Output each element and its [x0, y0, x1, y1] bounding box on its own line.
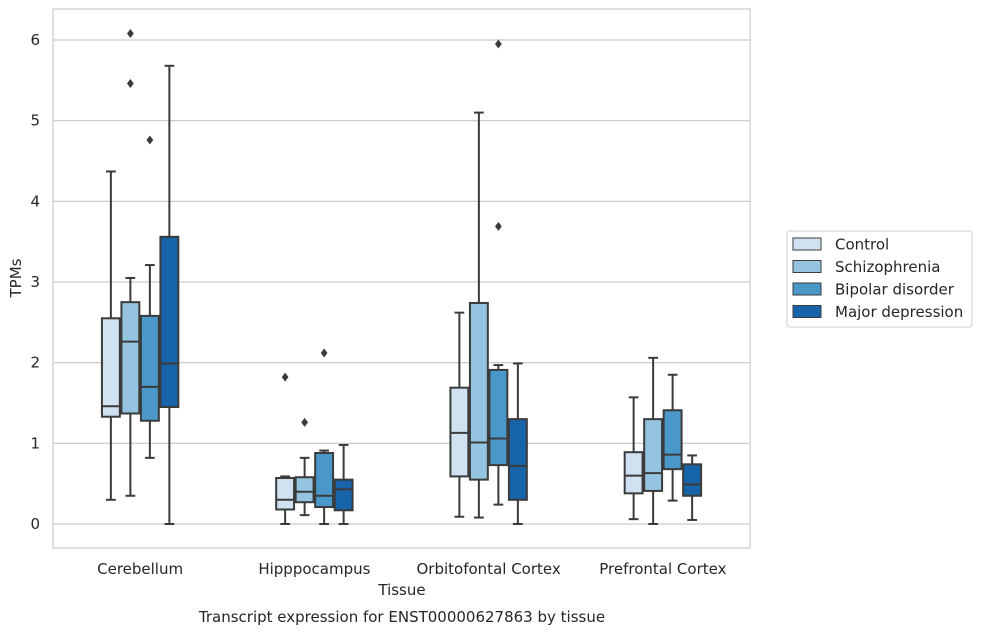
- box-plot: [139, 135, 160, 459]
- box-plot: [643, 356, 664, 525]
- box-plots: [100, 29, 703, 525]
- plot-area-frame: [52, 8, 751, 549]
- y-tick-label: 0: [30, 515, 40, 533]
- box-plot: [623, 396, 644, 521]
- box-iqr: [488, 368, 509, 467]
- x-axis-label: Tissue: [377, 581, 425, 599]
- box-plot: [662, 373, 683, 502]
- box-iqr: [314, 452, 335, 509]
- x-tick-labels: Cerebellum Hipppocampus Orbitofontal Corte…: [97, 560, 726, 578]
- box-iqr: [294, 476, 315, 504]
- box-plot: [682, 454, 703, 521]
- box-iqr: [139, 314, 160, 422]
- outlier-point: [127, 79, 134, 89]
- legend-label: Bipolar disorder: [835, 281, 955, 299]
- outlier-point: [320, 348, 328, 358]
- y-tick-label: 2: [30, 354, 40, 372]
- x-tick-label: Hipppocampus: [258, 560, 370, 578]
- legend-swatch: [792, 237, 822, 251]
- legend-label: Major depression: [835, 303, 963, 321]
- legend-label: Control: [835, 236, 889, 254]
- box-iqr: [662, 409, 683, 471]
- y-tick-label: 5: [30, 112, 40, 130]
- box-plot: [449, 311, 470, 518]
- outlier-point: [127, 29, 134, 39]
- box-plot: [488, 39, 509, 506]
- y-tick-label: 6: [30, 31, 40, 49]
- x-tick-label: Cerebellum: [97, 560, 183, 578]
- legend-frame: [786, 230, 973, 328]
- box-iqr: [643, 418, 664, 492]
- y-tick-label: 4: [30, 192, 40, 210]
- box-plot: [294, 417, 315, 517]
- outlier-point: [495, 221, 502, 231]
- box-iqr: [682, 463, 703, 497]
- box-plot: [468, 111, 489, 519]
- box-iqr: [120, 301, 141, 415]
- chart-caption: Transcript expression for ENST0000062786…: [198, 608, 605, 626]
- x-tick-label: Prefrontal Cortex: [599, 560, 726, 578]
- legend-swatch: [792, 260, 822, 273]
- outlier-point: [146, 135, 154, 145]
- y-tick-labels: 0 1 2 3 4 5 6: [30, 31, 40, 533]
- legend-label: Schizophrenia: [835, 258, 940, 276]
- box-iqr: [507, 418, 528, 501]
- box-plot: [100, 170, 121, 501]
- box-iqr: [468, 301, 489, 481]
- legend-swatch: [792, 305, 822, 318]
- box-plot: [333, 443, 354, 525]
- box-plot: [314, 348, 335, 525]
- legend: Control Schizophrenia Bipolar disorder Majo…: [786, 230, 973, 328]
- box-iqr: [623, 451, 644, 495]
- legend-swatch: [792, 282, 822, 296]
- box-plot: [275, 372, 296, 525]
- y-tick-label: 3: [30, 273, 40, 291]
- box-iqr: [333, 478, 354, 512]
- x-tick-label: Orbitofontal Cortex: [417, 560, 561, 578]
- box-iqr: [275, 477, 296, 511]
- box-plot: [507, 362, 528, 525]
- box-iqr: [159, 235, 180, 409]
- y-tick-label: 1: [30, 434, 40, 452]
- box-plot: [120, 29, 141, 497]
- y-axis-label: TPMs: [7, 258, 25, 298]
- box-iqr: [100, 317, 121, 418]
- box-plot: [159, 64, 180, 525]
- outlier-point: [495, 39, 502, 49]
- outlier-point: [301, 417, 308, 427]
- outlier-point: [281, 372, 289, 382]
